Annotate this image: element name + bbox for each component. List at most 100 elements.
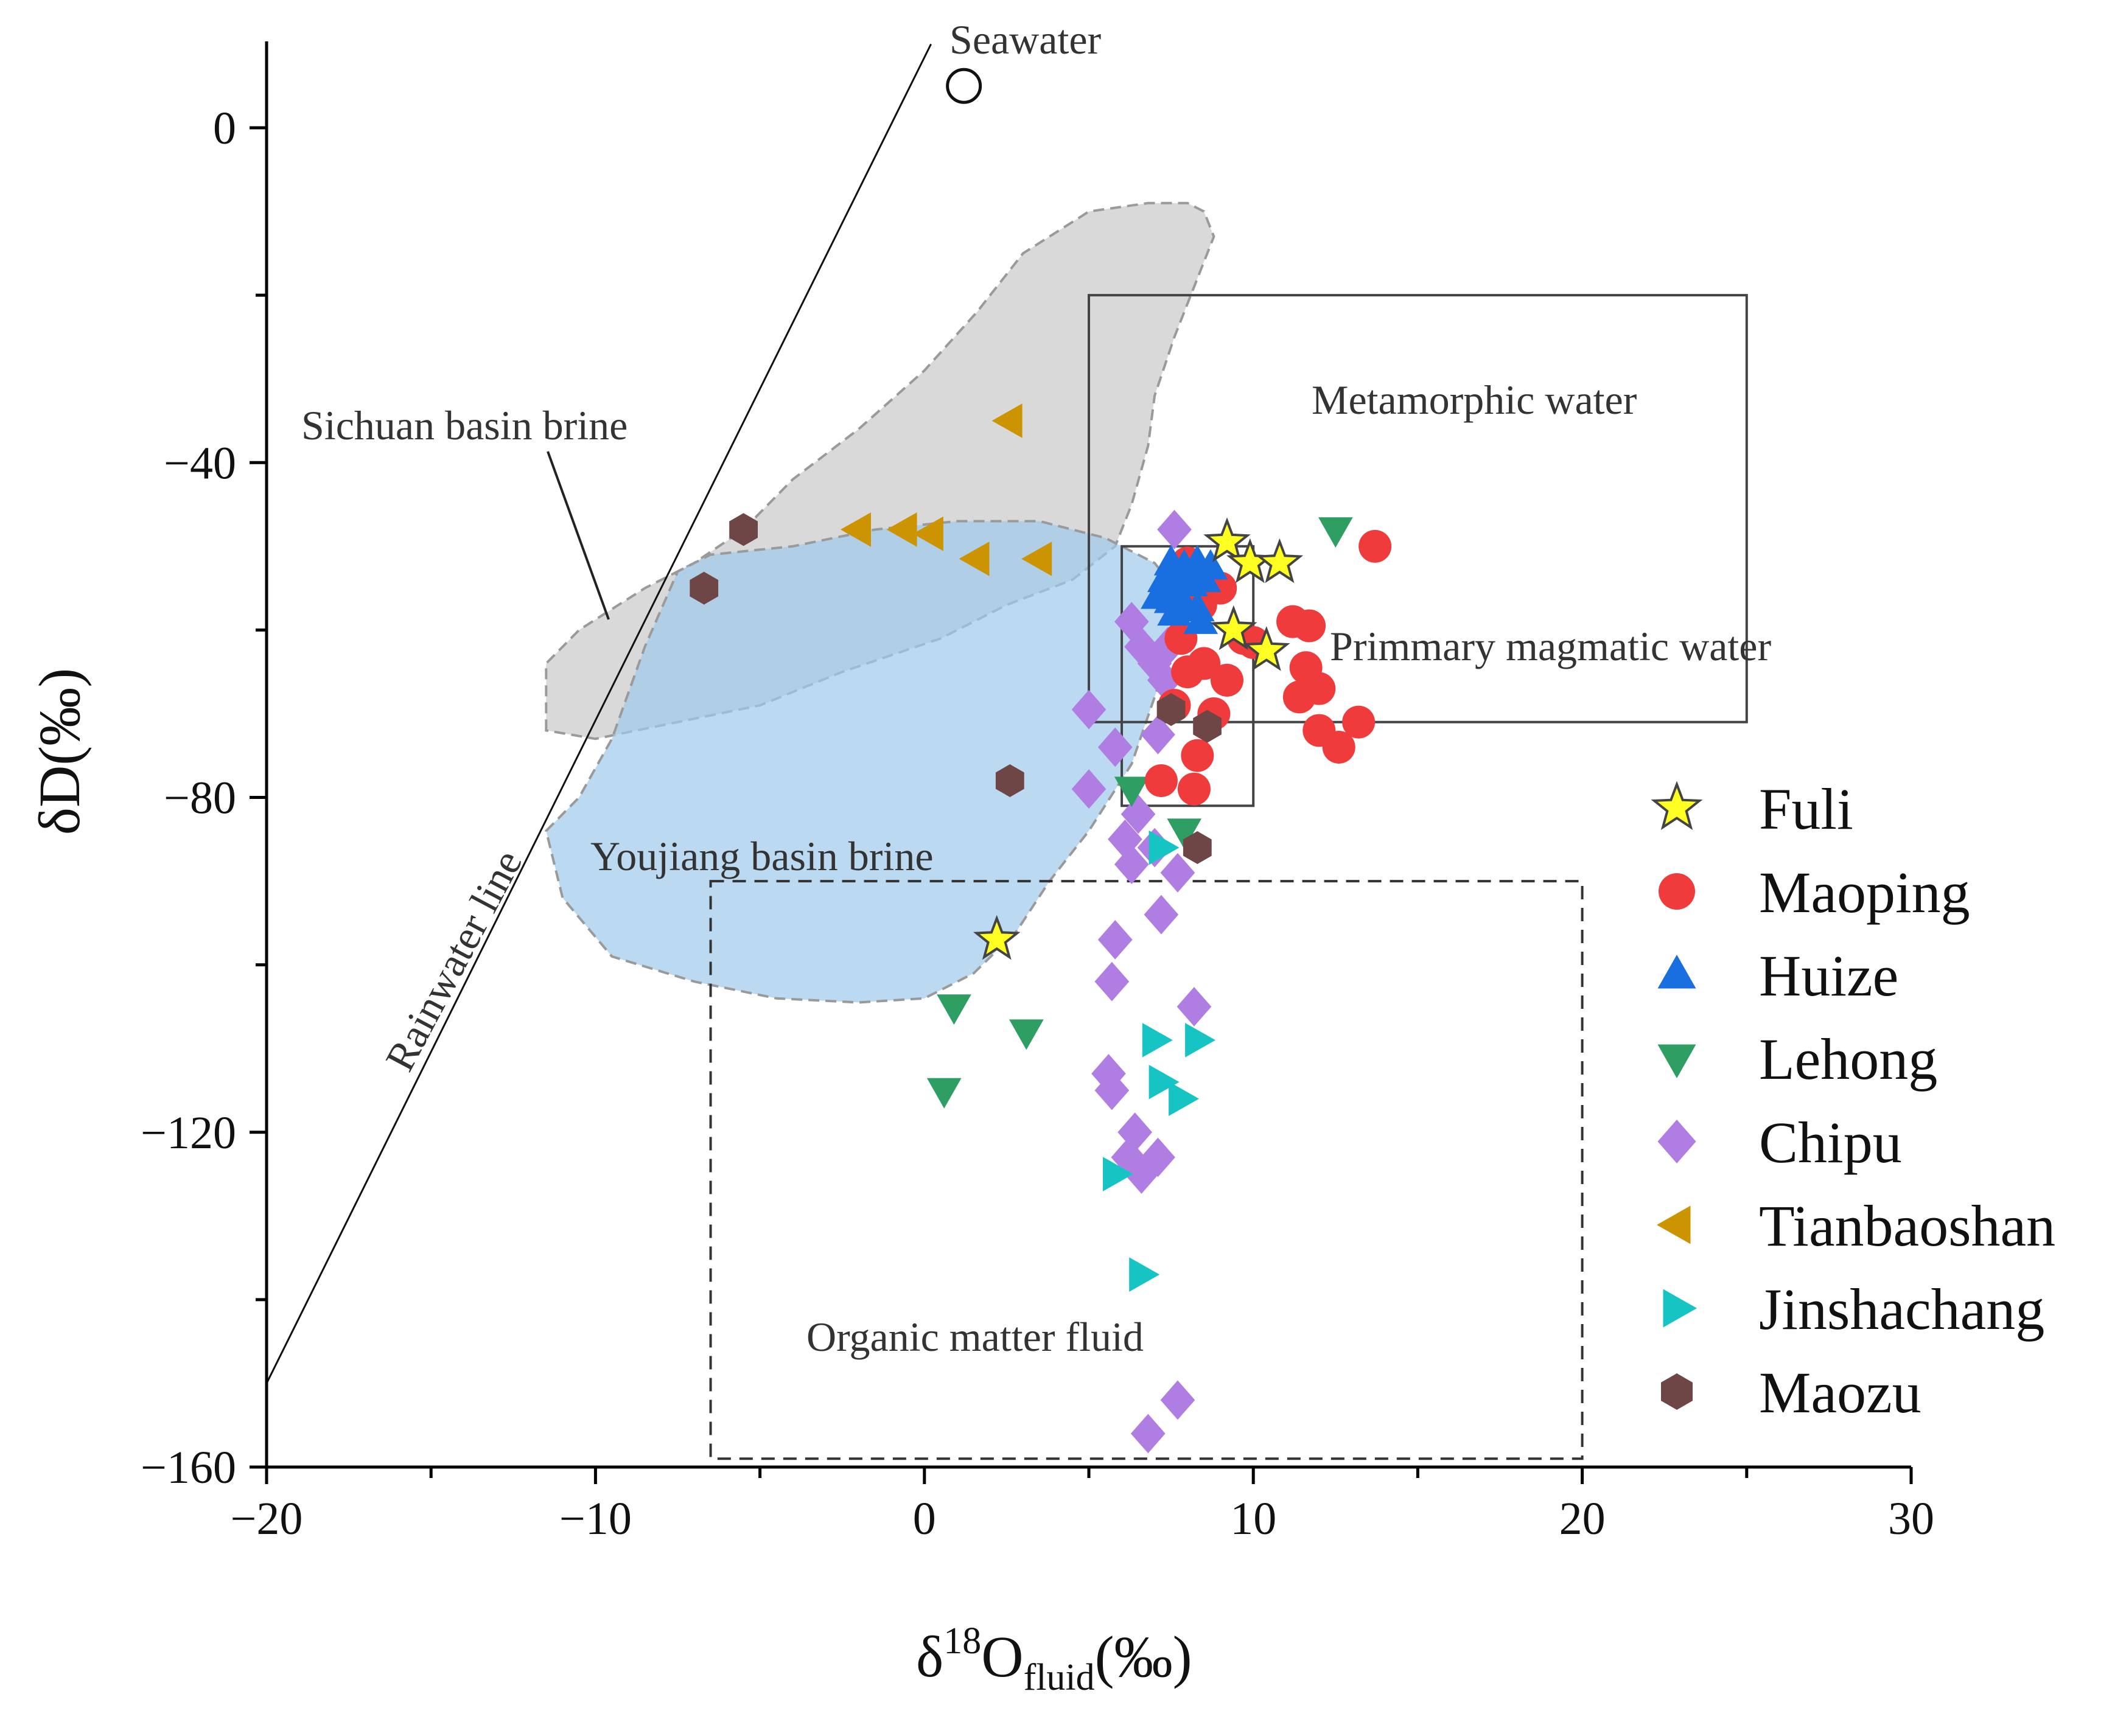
data-points-layer	[690, 403, 1392, 1454]
point-chipu	[1124, 1154, 1159, 1194]
point-chipu	[1177, 987, 1212, 1027]
legend-marker-tianbaoshan	[1657, 1205, 1691, 1244]
legend-marker-chipu	[1657, 1120, 1696, 1163]
point-huize	[1157, 595, 1192, 626]
legend-marker-maoping	[1659, 873, 1695, 910]
legend-item-chipu: Chipu	[1657, 1110, 1902, 1175]
point-maoping	[1322, 730, 1355, 764]
point-maozu	[1193, 709, 1222, 743]
point-maozu	[1183, 831, 1212, 864]
point-maoping	[1358, 529, 1392, 563]
y-axis-title: δD(‰)	[27, 668, 92, 835]
legend-item-maoping: Maoping	[1659, 860, 1970, 925]
y-tick-label: −160	[141, 1442, 236, 1493]
point-fuli	[1210, 605, 1257, 650]
series-maozu	[690, 513, 1222, 864]
point-tianbaoshan	[841, 512, 871, 547]
x-tick-label: 30	[1888, 1493, 1934, 1544]
series-fuli	[973, 517, 1304, 960]
point-tianbaoshan	[959, 542, 990, 576]
point-jinshachang	[1185, 1023, 1215, 1058]
point-chipu	[1144, 894, 1179, 935]
point-fuli	[1203, 517, 1251, 562]
rainwater-line	[267, 43, 932, 1384]
point-maoping	[1282, 680, 1316, 714]
legend-label-huize: Huize	[1759, 943, 1898, 1008]
point-lehong	[1318, 517, 1353, 548]
point-chipu	[1097, 920, 1133, 960]
point-fuli	[973, 915, 1021, 960]
point-lehong	[1009, 1019, 1044, 1050]
point-maoping	[1144, 764, 1178, 797]
legend-item-jinshachang: Jinshachang	[1663, 1277, 2044, 1342]
x-tick-label: 10	[1230, 1493, 1276, 1544]
point-lehong	[937, 994, 971, 1025]
legend-item-fuli: Fuli	[1651, 776, 1853, 842]
point-chipu	[1097, 727, 1133, 767]
point-chipu	[1071, 769, 1107, 809]
legend-marker-jinshachang	[1663, 1289, 1697, 1328]
x-title-main: O	[981, 1624, 1023, 1689]
point-maozu	[995, 764, 1024, 797]
y-tick-label: −120	[141, 1107, 236, 1159]
point-chipu	[1091, 1054, 1126, 1093]
point-maoping	[1293, 609, 1326, 643]
sichuan-basin-brine-label: Sichuan basin brine	[301, 402, 628, 448]
sichuan-leader-line	[547, 451, 610, 620]
legend-marker-maozu	[1661, 1373, 1693, 1410]
legend-label-maoping: Maoping	[1759, 860, 1970, 925]
y-tick-label: −40	[164, 437, 236, 489]
legend-marker-lehong	[1657, 1044, 1696, 1078]
point-maoping	[1171, 655, 1205, 689]
point-chipu	[1160, 1380, 1195, 1420]
rainwater-line-label: Rainwater line	[376, 843, 531, 1078]
legend-item-lehong: Lehong	[1657, 1027, 1937, 1092]
point-chipu	[1117, 1112, 1152, 1152]
point-maoping	[1177, 772, 1211, 806]
point-chipu	[1071, 689, 1107, 730]
point-jinshachang	[1149, 1064, 1180, 1100]
organic-matter-fluid-box	[709, 880, 1584, 1460]
legend-label-chipu: Chipu	[1759, 1110, 1902, 1175]
point-maozu	[1156, 693, 1186, 727]
point-tianbaoshan	[1021, 542, 1052, 576]
legend-label-fuli: Fuli	[1759, 776, 1853, 842]
reference-layer	[267, 43, 982, 1384]
x-tick-label: −20	[231, 1493, 303, 1544]
point-chipu	[1130, 1414, 1166, 1454]
organic-matter-fluid-label: Organic matter fluid	[806, 1314, 1144, 1360]
x-tick-label: −10	[559, 1493, 632, 1544]
series-lehong	[926, 517, 1353, 1109]
point-lehong	[1167, 818, 1202, 849]
point-jinshachang	[1103, 1157, 1133, 1191]
legend-marker-fuli	[1651, 781, 1703, 831]
point-maozu	[690, 571, 719, 605]
seawater-label: Seawater	[949, 16, 1102, 63]
point-chipu	[1160, 852, 1195, 893]
x-tick-label: 20	[1559, 1493, 1606, 1544]
series-tianbaoshan	[841, 403, 1052, 576]
legend-item-maozu: Maozu	[1661, 1360, 1921, 1425]
metamorphic-water-box	[1088, 294, 1748, 723]
legend-marker-huize	[1657, 955, 1696, 989]
point-jinshachang	[1169, 1081, 1199, 1117]
youjiang-basin-brine-label: Youjiang basin brine	[590, 833, 934, 879]
point-maoping	[1181, 739, 1214, 772]
ticks-layer: −20 −10 0 10 20 30 0 −40 −80 −120 −160	[141, 103, 1934, 1544]
legend-item-tianbaoshan: Tianbaoshan	[1657, 1193, 2055, 1258]
series-jinshachang	[1103, 830, 1215, 1292]
point-lehong	[1114, 776, 1149, 807]
point-chipu	[1157, 509, 1192, 549]
legend-label-maozu: Maozu	[1759, 1360, 1921, 1425]
legend-label-lehong: Lehong	[1759, 1027, 1937, 1092]
point-tianbaoshan	[912, 516, 943, 551]
primary-magmatic-water-label: Primmary magmatic water	[1330, 623, 1771, 669]
point-chipu	[1094, 1070, 1130, 1110]
point-jinshachang	[1149, 830, 1180, 865]
point-tianbaoshan	[991, 403, 1023, 438]
legend-label-tianbaoshan: Tianbaoshan	[1759, 1193, 2055, 1258]
point-huize	[1183, 603, 1219, 634]
seawater-marker	[946, 68, 982, 104]
point-tianbaoshan	[886, 512, 917, 547]
